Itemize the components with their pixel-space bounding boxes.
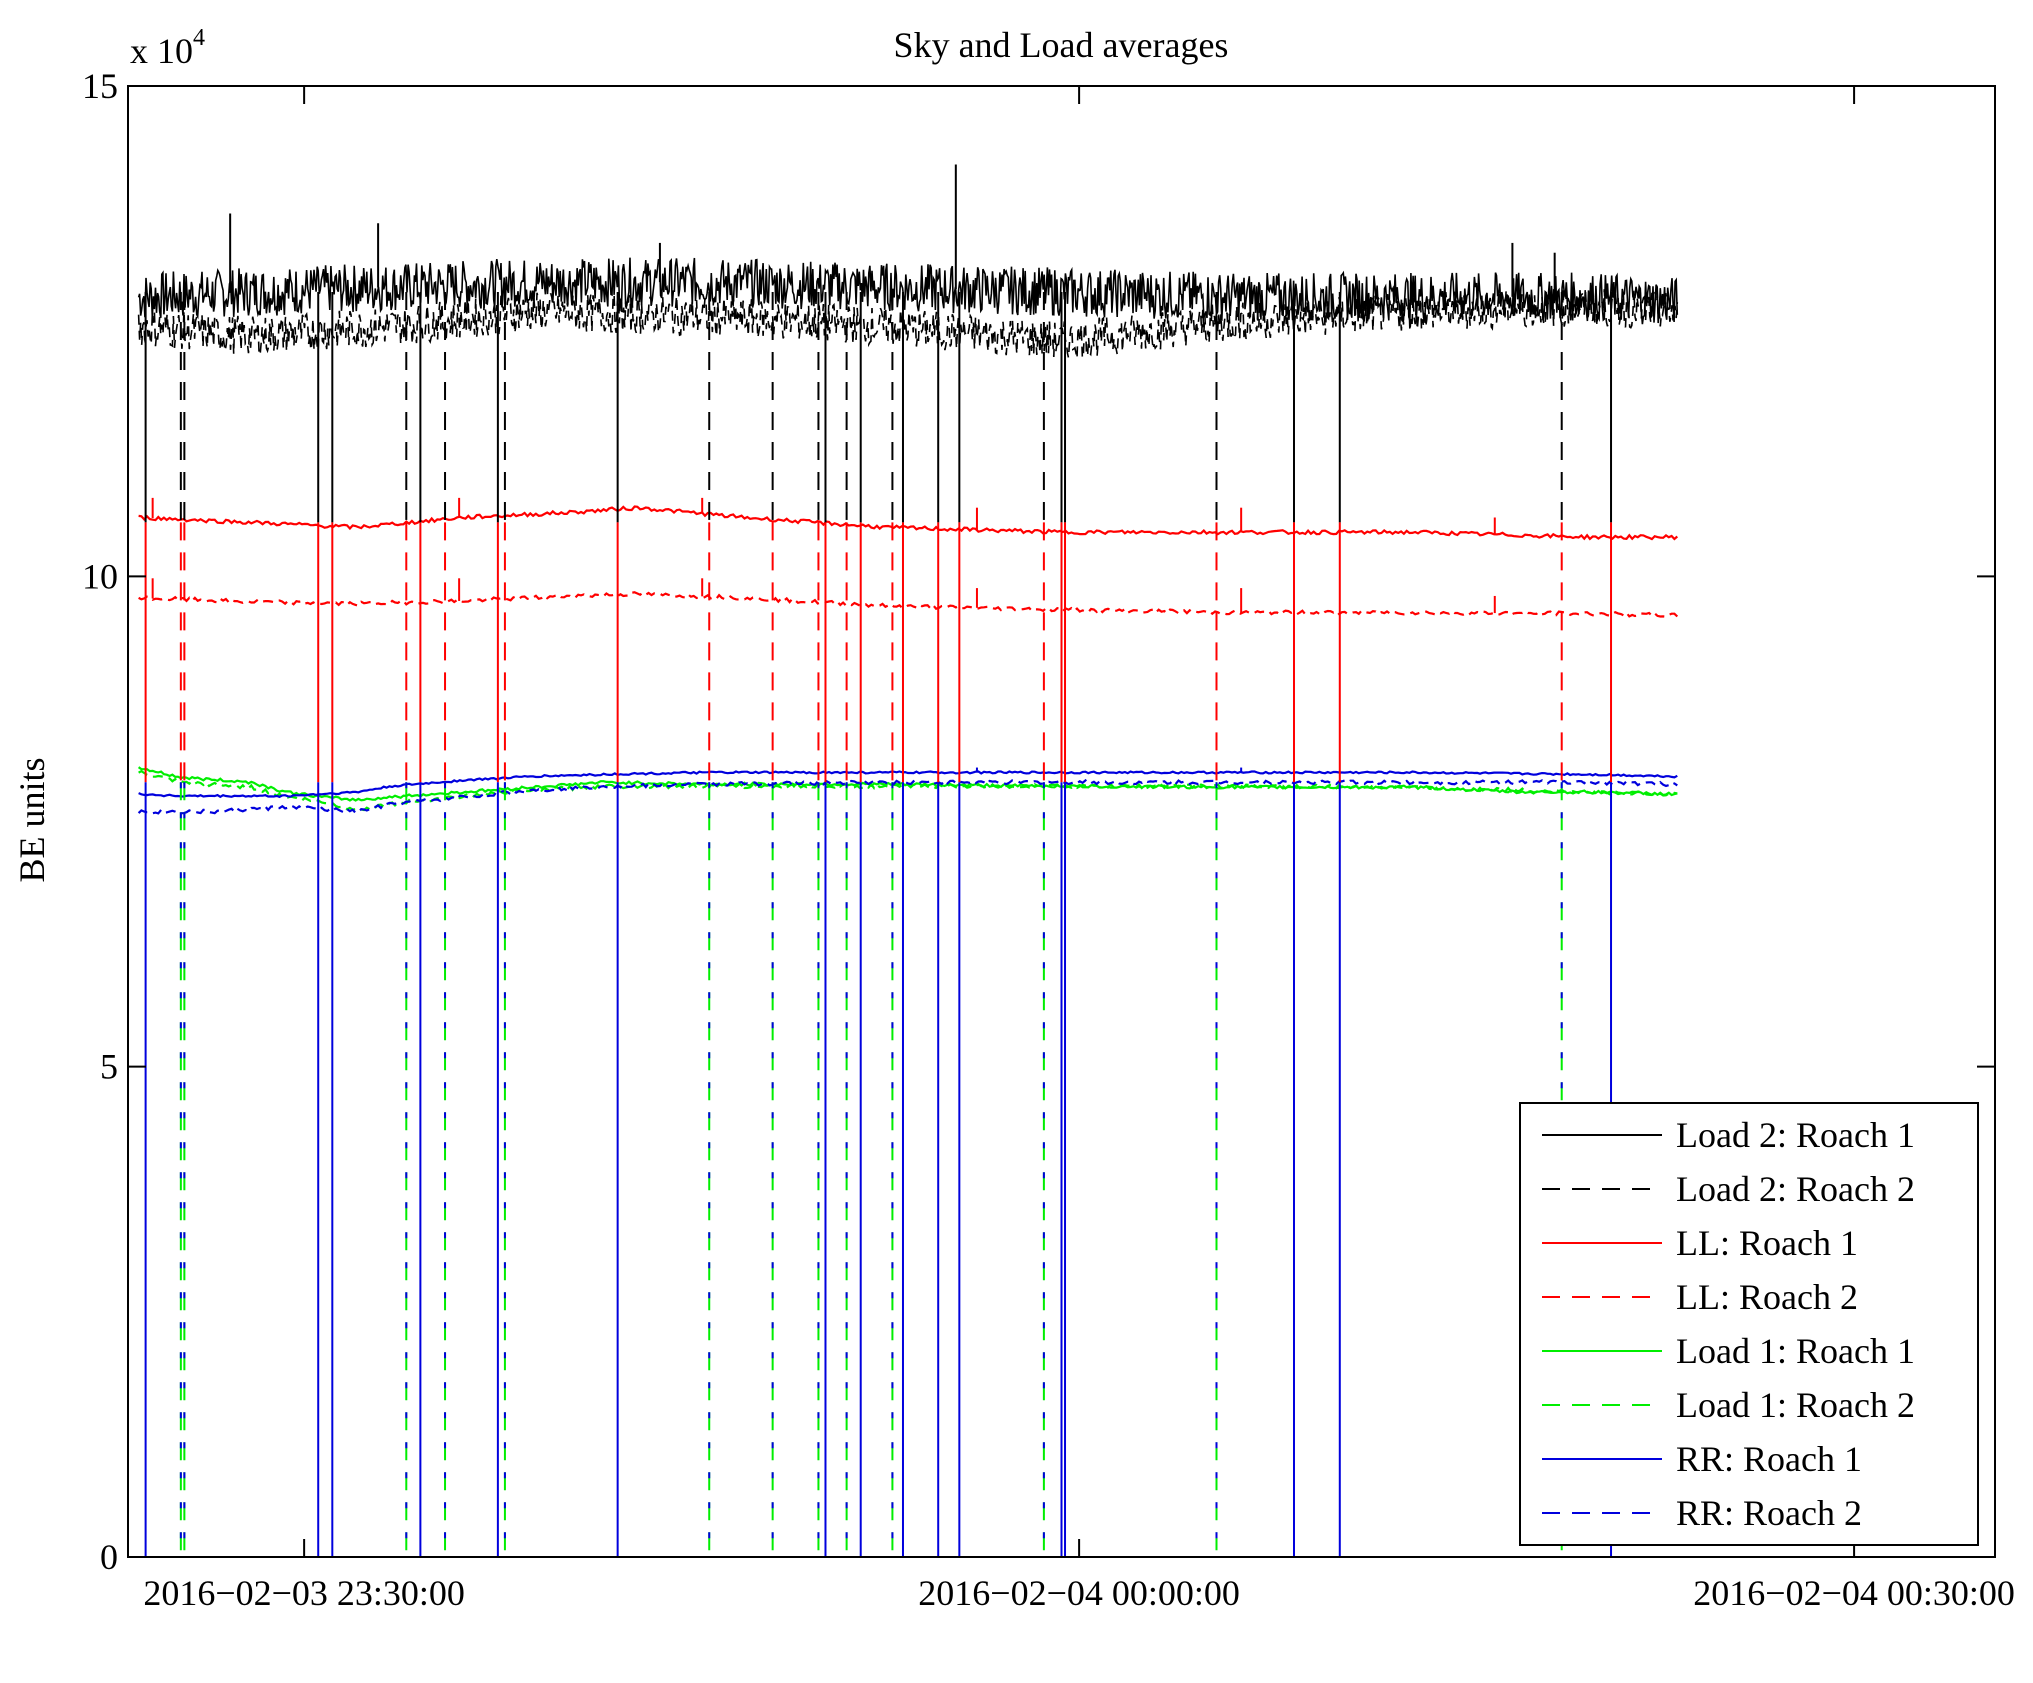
x-tick-label-3: 2016−02−04 00:30:00	[1693, 1573, 2015, 1613]
series-line-4	[138, 591, 1679, 618]
legend-label-2: Load 2: Roach 2	[1676, 1169, 1915, 1209]
legend-label-6: Load 1: Roach 2	[1676, 1385, 1915, 1425]
x-tick-label-1: 2016−02−03 23:30:00	[143, 1573, 465, 1613]
y-multiplier: x 104	[130, 25, 205, 71]
legend-box	[1519, 1102, 1979, 1546]
plot-frame	[127, 85, 1996, 1558]
y-tick-label-1: 0	[100, 1537, 118, 1577]
y-tick-label-2: 5	[100, 1047, 118, 1087]
legend-label-4: LL: Roach 2	[1676, 1277, 1858, 1317]
legend-label-8: RR: Roach 2	[1676, 1493, 1862, 1533]
series-line-2	[137, 287, 1679, 361]
series-layer	[137, 164, 1679, 815]
series-line-3	[138, 505, 1679, 541]
axis-layer: 0 5 10 15 2016−02−03 23:30:00 2016−02−04 00:0…	[82, 66, 2015, 1613]
y-tick-label-3: 10	[82, 556, 118, 596]
y-multiplier-exp: 4	[193, 25, 205, 51]
x-tick-label-2: 2016−02−04 00:00:00	[918, 1573, 1240, 1613]
legend: Load 2: Roach 1 Load 2: Roach 2 LL: Roach …	[1519, 1102, 1979, 1546]
y-multiplier-base: x 10	[130, 31, 193, 71]
legend-label-3: LL: Roach 1	[1676, 1223, 1858, 1263]
legend-label-7: RR: Roach 1	[1676, 1439, 1862, 1479]
series-line-8	[137, 778, 1678, 815]
legend-label-1: Load 2: Roach 1	[1676, 1115, 1915, 1155]
series-line-1	[137, 257, 1679, 325]
series-line-6	[138, 769, 1678, 812]
legend-label-5: Load 1: Roach 1	[1676, 1331, 1915, 1371]
y-axis-label: BE units	[12, 757, 52, 882]
dropout-layer	[144, 291, 1613, 1557]
y-tick-label-4: 15	[82, 66, 118, 106]
series-line-7	[138, 770, 1678, 799]
chart-title: Sky and Load averages	[894, 25, 1229, 65]
